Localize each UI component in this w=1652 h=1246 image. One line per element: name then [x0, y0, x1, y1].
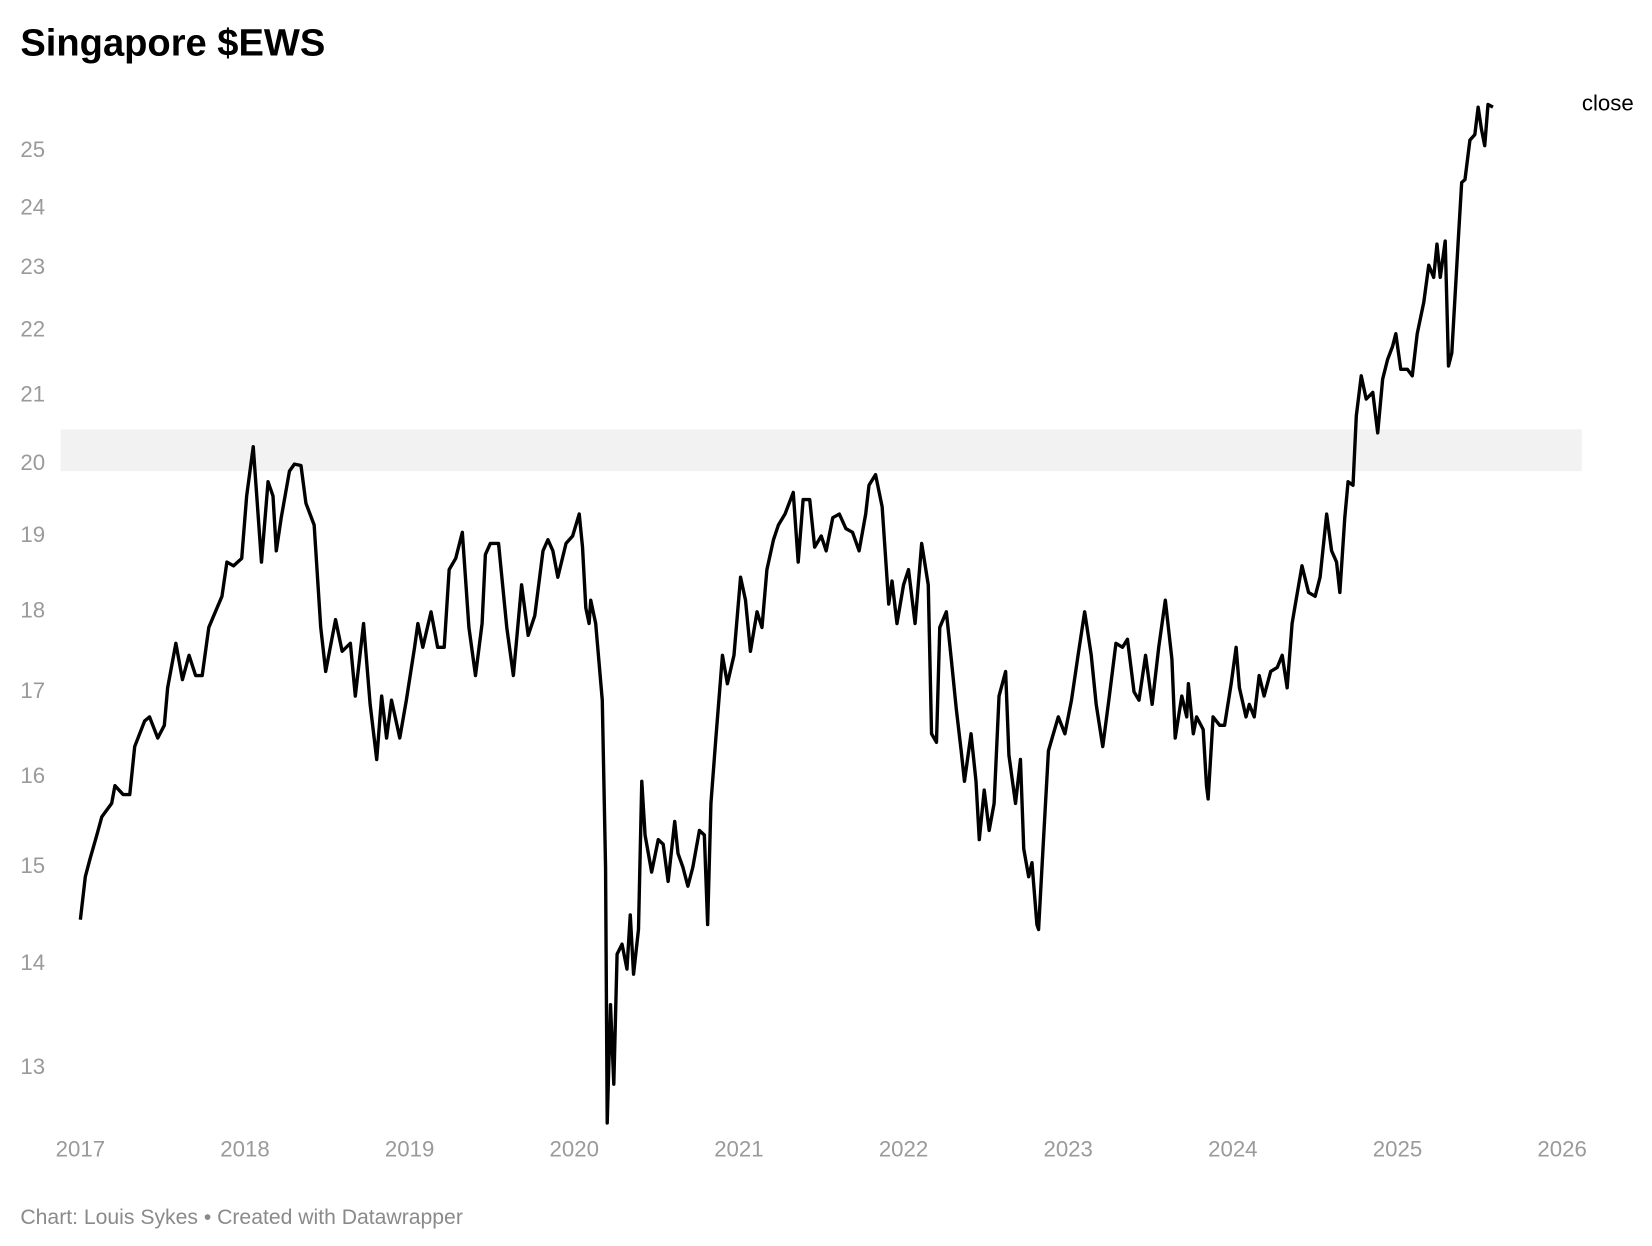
y-tick-label: 16 [20, 763, 45, 788]
y-tick-label: 18 [20, 598, 45, 623]
y-tick-label: 25 [20, 137, 45, 162]
x-tick-label: 2018 [220, 1137, 269, 1162]
highlight-band [60, 429, 1582, 472]
y-tick-label: 17 [20, 678, 45, 703]
line [78, 102, 1494, 1125]
y-tick-label: 22 [20, 316, 45, 341]
x-tick-label: 2024 [1208, 1137, 1257, 1162]
y-tick-label: 19 [20, 522, 45, 547]
x-tick-label: 2020 [550, 1137, 599, 1162]
y-tick-label: 24 [20, 194, 45, 219]
footer: Chart: Louis Sykes • Created with Datawr… [20, 1206, 462, 1229]
y-tick-label: 20 [20, 450, 45, 475]
series-label: close [1582, 91, 1634, 116]
x-tick-label: 2022 [879, 1137, 928, 1162]
y-tick-label: 14 [20, 950, 45, 975]
x-tick-label: 2017 [56, 1137, 105, 1162]
x-tick-label: 2021 [714, 1137, 763, 1162]
x-tick-label: 2019 [385, 1137, 434, 1162]
y-tick-label: 21 [20, 382, 45, 407]
y-tick-label: 13 [20, 1054, 45, 1079]
x-tick-label: 2025 [1373, 1137, 1422, 1162]
x-tick-label: 2026 [1537, 1137, 1586, 1162]
y-tick-label: 15 [20, 853, 45, 878]
x-tick-label: 2023 [1043, 1137, 1092, 1162]
chart-title: Singapore $EWS [20, 23, 325, 65]
y-tick-label: 23 [20, 254, 45, 279]
